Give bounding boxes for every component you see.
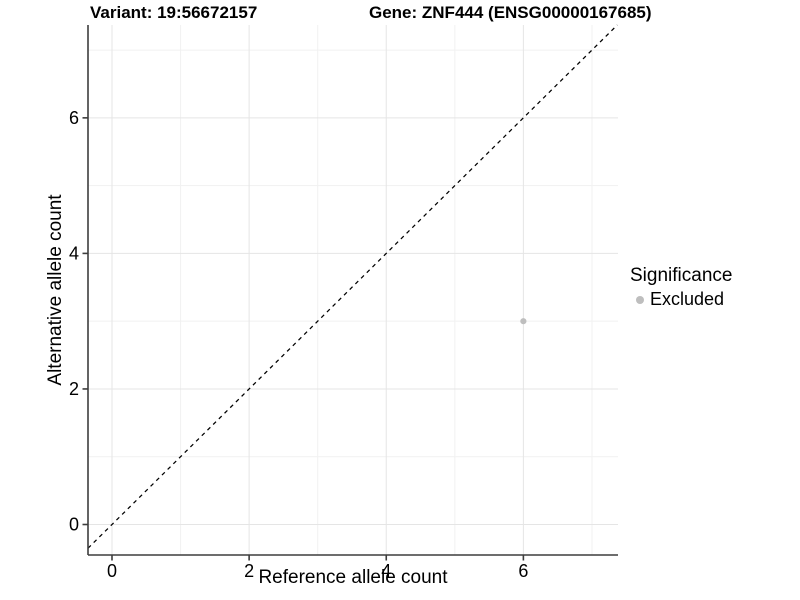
y-tick-label: 4 xyxy=(69,243,79,263)
legend-entry-label: Excluded xyxy=(650,289,725,309)
y-tick-label: 0 xyxy=(69,515,79,535)
legend-title: Significance xyxy=(630,265,733,286)
y-tick-label: 2 xyxy=(69,379,79,399)
plot-title-variant: Variant: 19:56672157 xyxy=(90,3,258,22)
plot-title-gene: Gene: ZNF444 (ENSG00000167685) xyxy=(369,3,652,22)
y-tick-label: 6 xyxy=(69,108,79,128)
x-tick-label: 4 xyxy=(381,561,391,581)
data-point xyxy=(520,318,527,325)
legend: Significance Excluded xyxy=(630,265,732,310)
x-tick-label: 0 xyxy=(107,561,117,581)
identity-line xyxy=(87,24,618,549)
y-axis-title: Alternative allele count xyxy=(45,194,66,386)
x-axis-title: Reference allele count xyxy=(258,567,448,588)
x-tick-label: 2 xyxy=(244,561,254,581)
legend-entry-excluded: Excluded xyxy=(630,289,732,310)
legend-point-icon xyxy=(636,295,644,304)
x-tick-label: 6 xyxy=(518,561,528,581)
